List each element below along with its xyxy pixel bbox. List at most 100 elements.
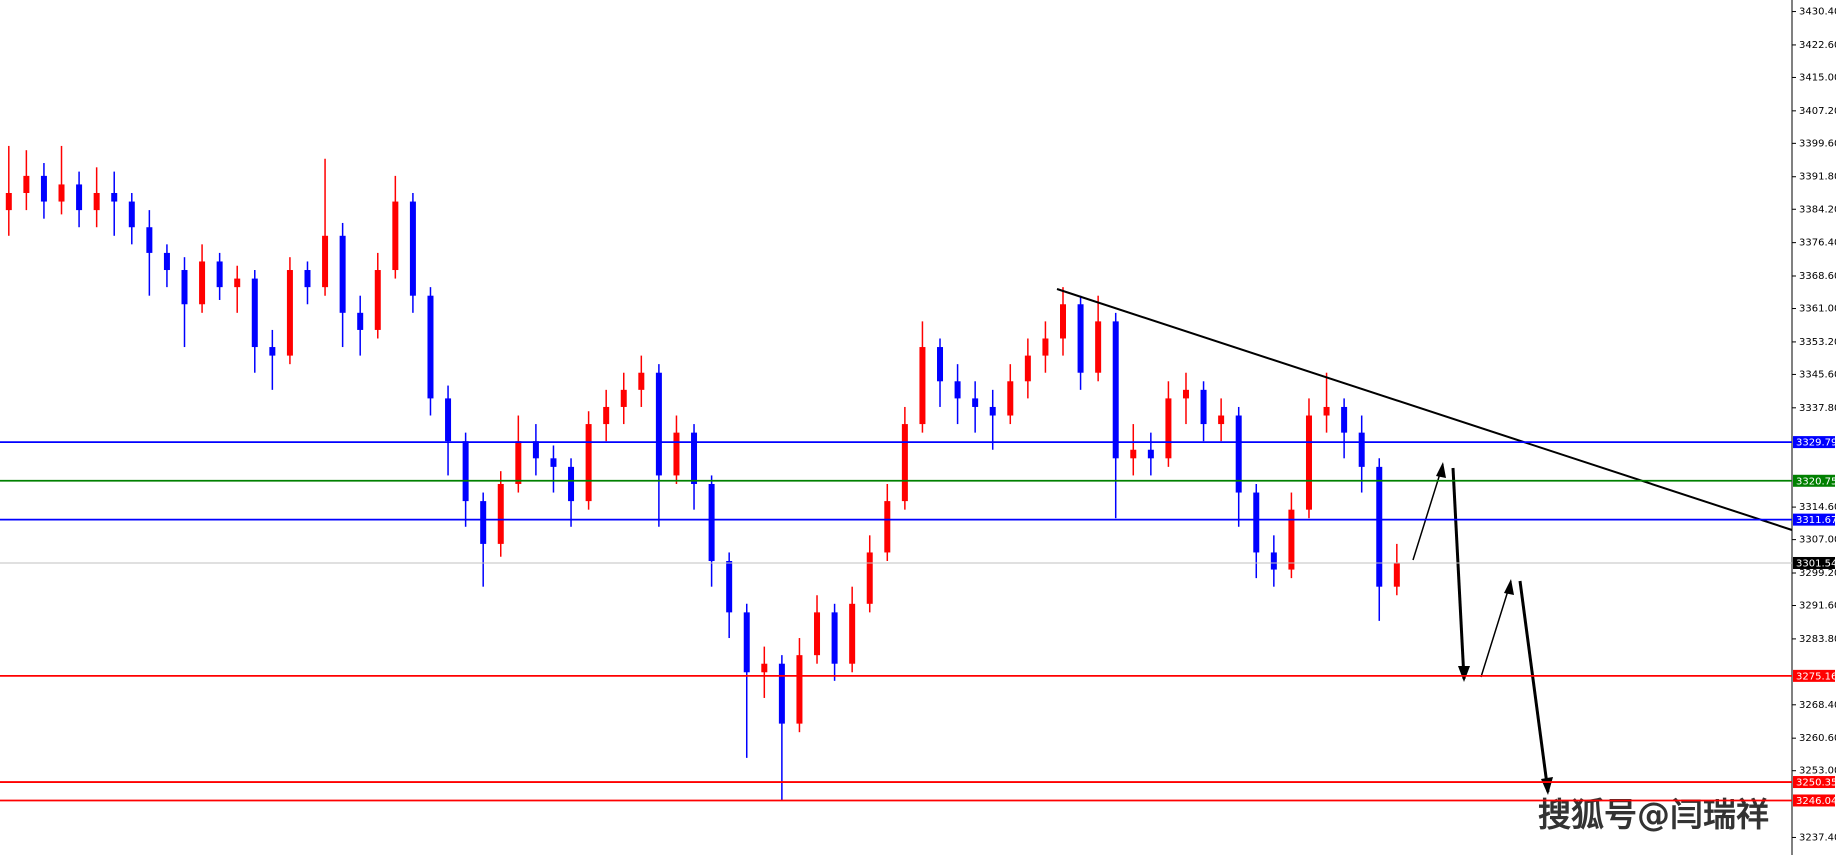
candle-body [778, 663, 785, 724]
candle-body [480, 501, 487, 544]
candle-body [1235, 415, 1242, 493]
candle-body [111, 192, 118, 202]
level-label-box [1793, 794, 1835, 807]
candle-body [1218, 415, 1225, 425]
arrow-head [1458, 666, 1470, 682]
y-tick-label: 3376.40 [1799, 238, 1836, 249]
y-tick-label: 3368.60 [1799, 271, 1836, 282]
level-label: 3250.35 [1796, 778, 1836, 789]
candle-body [128, 201, 135, 228]
y-tick-label: 3345.60 [1799, 369, 1836, 380]
level-label-box [1793, 436, 1835, 449]
candle-body [146, 227, 153, 253]
candle-body [216, 261, 223, 288]
y-tick-label: 3307.00 [1799, 535, 1836, 546]
level-label: 3301.54 [1796, 558, 1836, 569]
candle-body [585, 424, 592, 502]
candle-body [1305, 415, 1312, 510]
candle-body [181, 270, 188, 305]
candle-body [550, 458, 557, 467]
candle-body [1095, 321, 1102, 373]
candle-body [1376, 466, 1383, 587]
arrow [1480, 580, 1512, 678]
level-label-box [1793, 669, 1835, 682]
candle-body [603, 406, 610, 425]
candle-body [409, 201, 416, 296]
candle-body [427, 295, 434, 399]
level-label-box [1793, 556, 1835, 569]
arrow [1451, 467, 1466, 680]
candle-body [1358, 432, 1365, 467]
y-tick-label: 3268.40 [1799, 700, 1836, 711]
candle-body [76, 184, 83, 211]
y-tick-label: 3237.40 [1799, 832, 1836, 843]
candle-body [673, 432, 680, 476]
candle-body [199, 261, 206, 305]
y-tick-label: 3260.60 [1799, 733, 1836, 744]
candle-body [620, 389, 627, 407]
candle-body [919, 347, 926, 425]
level-label-box [1793, 513, 1835, 526]
level-label: 3311.67 [1796, 515, 1836, 526]
candle-body [163, 252, 170, 271]
level-label-box [1793, 776, 1835, 789]
y-tick-label: 3384.20 [1799, 204, 1836, 215]
y-tick-label: 3399.60 [1799, 138, 1836, 149]
candle-body [1182, 389, 1189, 399]
arrow-head [1504, 579, 1514, 595]
candle-body [796, 655, 803, 724]
candle-body [304, 270, 311, 288]
candle-body [515, 441, 522, 484]
candle-body [954, 381, 961, 399]
candle-body [814, 612, 821, 656]
y-tick-label: 3337.80 [1799, 403, 1836, 414]
y-tick-label: 3361.00 [1799, 304, 1836, 315]
candle-body [568, 466, 575, 502]
candle-body [497, 483, 504, 544]
arrow-head [1436, 462, 1446, 478]
candle-body [23, 175, 30, 193]
candle-body [761, 663, 768, 673]
y-tick-label: 3353.20 [1799, 337, 1836, 348]
candle-body [1288, 509, 1295, 570]
candle-body [726, 561, 733, 613]
y-tick-label: 3422.60 [1799, 40, 1836, 51]
arrow [1518, 580, 1550, 793]
candle-body [40, 175, 47, 202]
y-tick-label: 3314.60 [1799, 502, 1836, 513]
candle-body [849, 603, 856, 664]
candle-body [1253, 492, 1260, 553]
candle-body [1147, 449, 1154, 459]
candle-body [884, 501, 891, 553]
candle-body [1077, 304, 1084, 373]
y-tick-label: 3415.00 [1799, 72, 1836, 83]
y-tick-label: 3291.60 [1799, 601, 1836, 612]
candle-body [462, 441, 469, 502]
candle-body [58, 184, 65, 202]
candle-body [1112, 321, 1119, 459]
y-tick-label: 3283.80 [1799, 634, 1836, 645]
level-label-box [1793, 474, 1835, 487]
level-label: 3320.75 [1796, 476, 1836, 487]
level-label: 3329.79 [1796, 438, 1836, 449]
candle-body [1007, 381, 1014, 416]
candle-body [339, 235, 346, 313]
level-label: 3246.04 [1796, 796, 1836, 807]
candle-body [532, 441, 539, 459]
candle-body [322, 235, 329, 288]
candle-body [392, 201, 399, 271]
candle-body [357, 312, 364, 330]
candle-body [937, 347, 944, 382]
candle-body [445, 398, 452, 442]
candle-body [251, 278, 258, 348]
level-label: 3275.16 [1796, 671, 1836, 682]
candle-body [1270, 552, 1277, 570]
candle-body [655, 372, 662, 476]
candle-body [831, 612, 838, 664]
candle-body [1130, 449, 1137, 459]
candle-body [743, 612, 750, 673]
candle-body [1200, 389, 1207, 425]
candle-body [374, 270, 381, 330]
